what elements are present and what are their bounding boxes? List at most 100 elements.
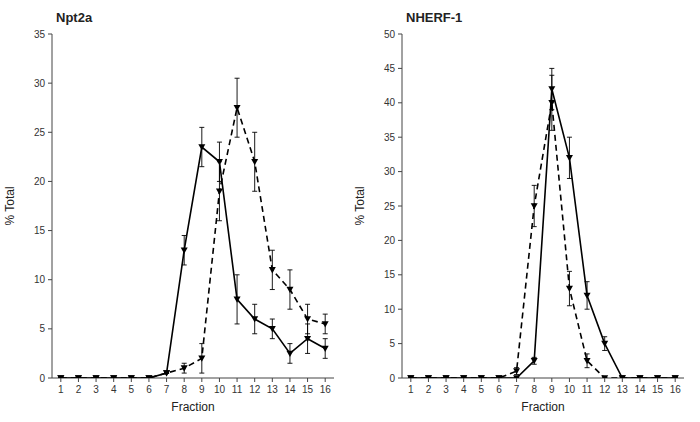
error-bar xyxy=(602,337,607,351)
y-axis-label: % Total xyxy=(3,186,17,225)
marker xyxy=(636,375,643,378)
error-cap xyxy=(305,304,310,305)
x-tick-label: 8 xyxy=(531,384,537,395)
error-bar xyxy=(323,314,328,334)
marker xyxy=(425,375,432,378)
error-cap xyxy=(182,373,187,374)
x-tick-label: 4 xyxy=(111,384,117,395)
y-tick-label: 25 xyxy=(384,201,396,212)
x-axis-label: Fraction xyxy=(521,400,564,414)
x-tick xyxy=(604,378,605,382)
y-tick xyxy=(398,171,402,172)
marker xyxy=(198,356,205,362)
y-tick xyxy=(398,137,402,138)
y-tick xyxy=(48,132,52,133)
figure: Npt2a12345678910111213141516051015202530… xyxy=(0,0,700,422)
error-cap xyxy=(323,358,328,359)
chart: Npt2a12345678910111213141516051015202530… xyxy=(3,10,334,414)
marker xyxy=(460,375,467,378)
x-tick-label: 1 xyxy=(58,384,64,395)
marker xyxy=(75,375,82,378)
marker xyxy=(601,341,608,347)
marker xyxy=(181,247,188,253)
x-tick-label: 2 xyxy=(426,384,432,395)
x-tick-label: 11 xyxy=(582,384,593,395)
marker xyxy=(495,375,502,378)
error-cap xyxy=(182,363,187,364)
error-bar xyxy=(323,339,328,359)
error-bar xyxy=(199,127,204,166)
x-tick xyxy=(463,378,464,382)
x-tick xyxy=(622,378,623,382)
error-bar xyxy=(567,271,572,305)
y-tick-label: 20 xyxy=(384,235,396,246)
x-tick-label: 14 xyxy=(284,384,296,395)
marker xyxy=(443,375,450,378)
error-cap xyxy=(305,353,310,354)
y-tick xyxy=(398,274,402,275)
marker xyxy=(110,375,117,378)
line xyxy=(61,108,325,378)
x-tick xyxy=(78,378,79,382)
error-bar xyxy=(235,78,240,137)
marker xyxy=(304,316,311,322)
x-tick xyxy=(131,378,132,382)
plot-area xyxy=(407,68,678,378)
marker xyxy=(443,375,450,378)
x-tick-label: 10 xyxy=(564,384,576,395)
x-tick xyxy=(428,378,429,382)
y-axis-line xyxy=(52,34,53,378)
error-cap xyxy=(217,220,222,221)
y-tick xyxy=(48,83,52,84)
x-tick xyxy=(481,378,482,382)
error-cap xyxy=(567,271,572,272)
marker xyxy=(601,375,608,378)
y-tick-label: 15 xyxy=(34,225,46,236)
error-cap xyxy=(514,367,519,368)
marker xyxy=(57,375,64,378)
error-cap xyxy=(567,178,572,179)
error-bar xyxy=(567,137,572,178)
marker xyxy=(304,336,311,342)
x-tick-label: 16 xyxy=(670,384,682,395)
error-cap xyxy=(235,137,240,138)
error-cap xyxy=(585,353,590,354)
error-bar xyxy=(585,282,590,310)
y-tick-label: 50 xyxy=(384,29,396,40)
x-tick-label: 5 xyxy=(479,384,485,395)
error-cap xyxy=(305,333,310,334)
error-cap xyxy=(217,142,222,143)
error-cap xyxy=(602,350,607,351)
marker xyxy=(322,346,329,352)
y-tick xyxy=(398,68,402,69)
error-cap xyxy=(323,338,328,339)
x-tick xyxy=(166,378,167,382)
x-tick-label: 3 xyxy=(443,384,449,395)
error-bar xyxy=(514,368,519,375)
y-tick xyxy=(48,279,52,280)
x-tick xyxy=(219,378,220,382)
marker xyxy=(57,375,64,378)
y-tick xyxy=(398,378,402,379)
error-bar xyxy=(217,162,222,221)
x-tick-label: 12 xyxy=(599,384,611,395)
x-tick-label: 7 xyxy=(514,384,520,395)
line xyxy=(61,147,325,378)
title: NHERF-1 xyxy=(406,10,462,25)
error-bar xyxy=(287,270,292,309)
y-tick xyxy=(48,328,52,329)
marker xyxy=(216,188,223,194)
x-tick xyxy=(446,378,447,382)
marker xyxy=(619,375,626,378)
x-axis-label: Fraction xyxy=(171,400,214,414)
marker xyxy=(636,375,643,378)
error-cap xyxy=(287,269,292,270)
x-tick xyxy=(675,378,676,382)
x-tick-label: 12 xyxy=(249,384,261,395)
x-tick xyxy=(498,378,499,382)
error-cap xyxy=(585,281,590,282)
y-tick xyxy=(398,34,402,35)
marker xyxy=(495,375,502,378)
error-cap xyxy=(235,78,240,79)
x-tick xyxy=(96,378,97,382)
